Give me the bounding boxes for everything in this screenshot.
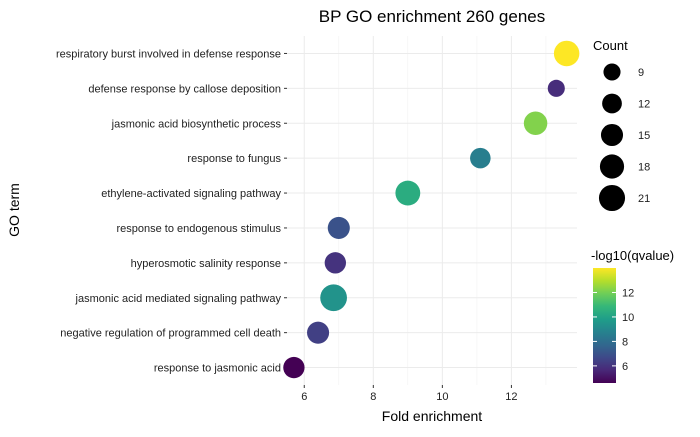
- y-tick-label: response to jasmonic acid: [154, 363, 281, 375]
- y-tick-label: hyperosmotic salinity response: [131, 258, 281, 270]
- colorbar-label: 6: [622, 361, 628, 373]
- y-tick-label: defense response by callose deposition: [88, 83, 281, 95]
- y-tick-label: negative regulation of programmed cell d…: [60, 328, 281, 340]
- data-point: [327, 216, 350, 239]
- size-legend-label: 9: [638, 67, 644, 79]
- size-legend-key: [599, 154, 625, 179]
- size-legend-key: [600, 123, 624, 147]
- size-legend-key: [603, 63, 621, 81]
- x-axis-ticks: 6 8 10 12: [301, 385, 518, 403]
- data-point: [553, 40, 580, 67]
- x-axis-title: Fold enrichment: [382, 408, 482, 424]
- data-point: [523, 111, 548, 136]
- color-legend-title: -log10(qvalue): [591, 248, 674, 263]
- data-point: [283, 356, 305, 379]
- x-tick-label: 8: [370, 391, 376, 403]
- size-legend-title: Count: [593, 38, 628, 53]
- y-tick-label: jasmonic acid mediated signaling pathway: [75, 293, 282, 305]
- colorbar-label: 8: [622, 336, 628, 348]
- size-legend-label: 18: [638, 162, 650, 174]
- size-legend-label: 12: [638, 99, 650, 111]
- colorbar-label: 12: [622, 287, 634, 299]
- size-legend-label: 15: [638, 130, 650, 142]
- plot-panel: [287, 36, 577, 385]
- y-tick-label: response to endogenous stimulus: [117, 223, 282, 235]
- size-legend-key: [602, 93, 622, 114]
- data-point: [547, 79, 565, 97]
- data-point: [470, 147, 491, 169]
- size-legend-label: 21: [638, 193, 650, 205]
- y-tick-label: respiratory burst involved in defense re…: [56, 48, 281, 60]
- y-tick-label: response to fungus: [187, 153, 281, 165]
- x-tick-label: 12: [505, 391, 517, 403]
- y-axis-title: GO term: [6, 183, 22, 237]
- y-axis-ticks: respiratory burst involved in defense re…: [56, 48, 287, 375]
- y-tick-label: jasmonic acid biosynthetic process: [111, 118, 282, 130]
- data-point: [307, 321, 330, 344]
- color-legend: -log10(qvalue) 6 8 10 12: [591, 248, 674, 383]
- colorbar-label: 10: [622, 312, 634, 324]
- data-point: [395, 180, 421, 206]
- x-tick-label: 10: [436, 391, 448, 403]
- size-legend-key: [598, 184, 626, 212]
- data-points: [283, 40, 580, 379]
- data-point: [324, 252, 346, 274]
- chart-title: BP GO enrichment 260 genes: [319, 7, 546, 26]
- colorbar: [593, 268, 616, 383]
- data-point: [320, 284, 347, 312]
- size-legend: Count 9 12 15 18 21: [593, 38, 650, 212]
- x-tick-label: 6: [301, 391, 307, 403]
- y-tick-label: ethylene-activated signaling pathway: [101, 188, 281, 200]
